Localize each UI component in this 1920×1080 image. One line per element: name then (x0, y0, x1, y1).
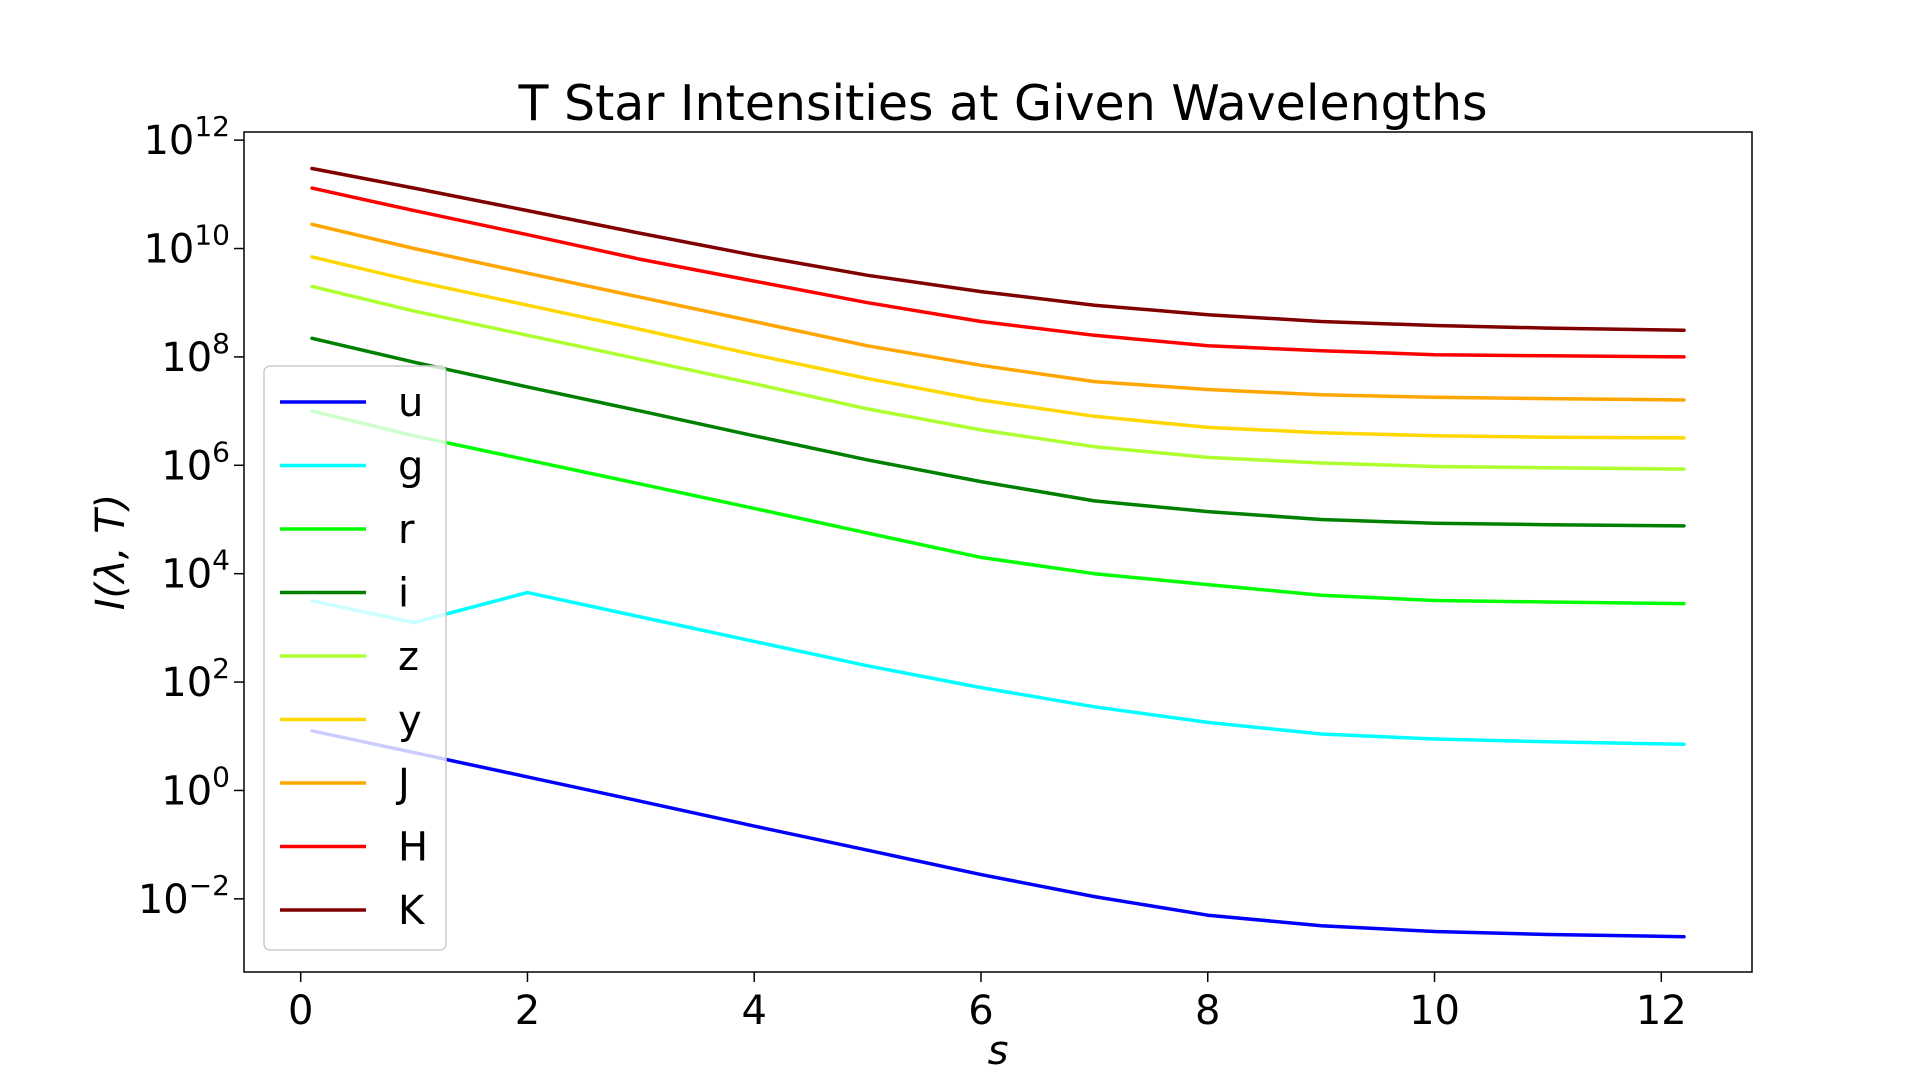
y-tick-label: 102 (161, 652, 230, 706)
series-line-K (310, 166, 1686, 333)
legend-label-i: i (398, 571, 409, 617)
legend-label-H: H (398, 825, 428, 871)
x-tick-label: 6 (968, 988, 993, 1034)
y-axis: 10−2 100 102 104 106 108 1010 1012 (138, 110, 244, 923)
y-tick-label: 100 (161, 760, 230, 814)
series-line-g (310, 590, 1686, 747)
x-tick-label: 8 (1195, 988, 1220, 1034)
series-line-J (310, 222, 1686, 402)
legend-label-u: u (398, 380, 423, 426)
y-tick-label: 1012 (143, 110, 230, 164)
plot-frame (243, 131, 1753, 973)
series-line-r (310, 409, 1686, 606)
series-line-y (310, 255, 1686, 440)
legend-box (263, 365, 447, 951)
chart-title: T Star Intensities at Given Wavelengths (517, 75, 1487, 132)
y-tick-label: 106 (161, 435, 230, 489)
legend-label-r: r (398, 507, 415, 553)
legend-label-J: J (395, 761, 410, 807)
legend-label-y: y (398, 698, 422, 744)
series-line-H (310, 186, 1686, 359)
y-axis-label: I(λ, T) (88, 494, 134, 611)
legend-label-K: K (398, 888, 426, 934)
y-tick-label: 108 (161, 327, 230, 381)
x-tick-label: 2 (515, 988, 540, 1034)
y-tick-label: 1010 (143, 219, 230, 273)
x-axis-label: s (988, 1028, 1009, 1074)
legend-label-g: g (398, 444, 423, 490)
y-tick-label: 10−2 (138, 869, 230, 923)
series-line-u (310, 729, 1686, 939)
series-line-z (310, 284, 1686, 471)
x-axis: 0 2 4 6 8 10 12 (288, 972, 1687, 1034)
x-tick-label: 12 (1636, 988, 1687, 1034)
x-tick-label: 0 (288, 988, 313, 1034)
x-tick-label: 4 (741, 988, 766, 1034)
plot-area (310, 166, 1686, 939)
legend-label-z: z (398, 634, 419, 680)
series-line-i (310, 336, 1686, 528)
x-tick-label: 10 (1409, 988, 1460, 1034)
y-tick-label: 104 (161, 544, 230, 598)
